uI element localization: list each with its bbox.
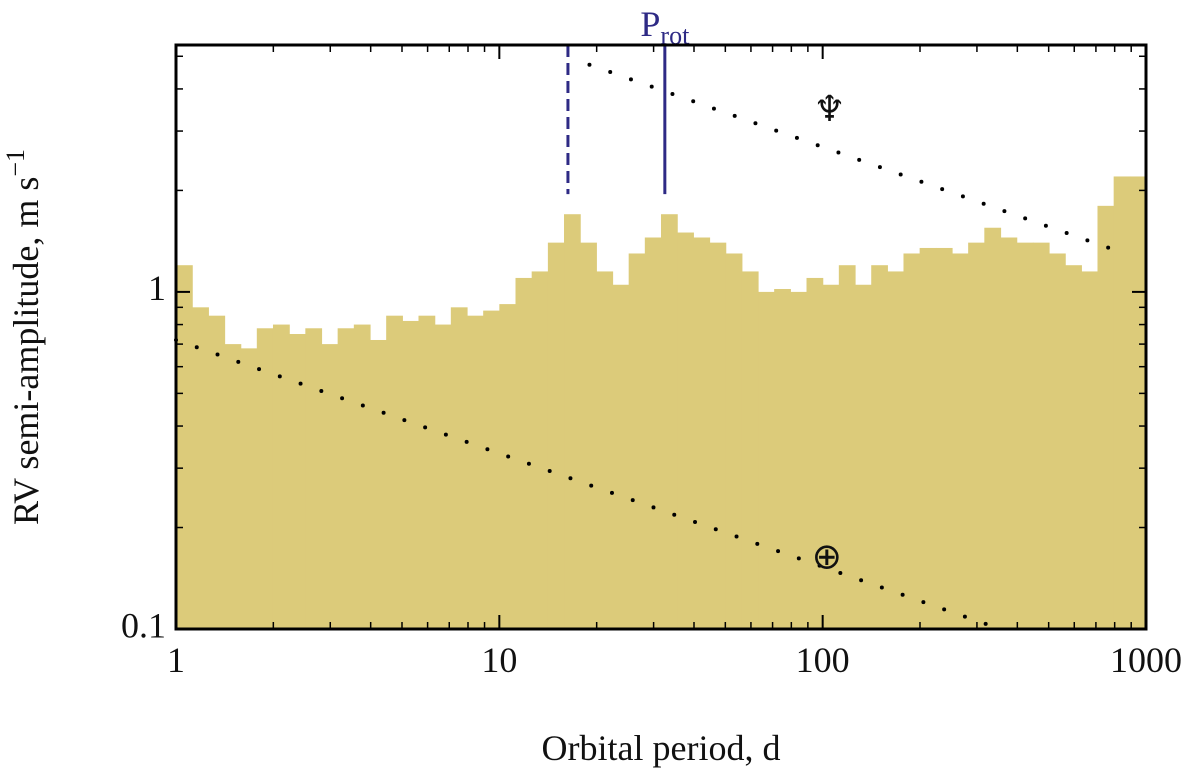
y-axis-label-sup: −1 <box>1 149 30 177</box>
y-axis-label-main: RV semi-amplitude, m s <box>6 177 46 525</box>
bar <box>353 324 371 629</box>
plot-frame <box>174 43 1148 631</box>
x-axis-label: Orbital period, d <box>542 728 781 768</box>
bar <box>531 271 549 629</box>
x-tick-label: 100 <box>796 640 850 680</box>
bar <box>564 214 581 629</box>
bar <box>677 232 694 629</box>
bar <box>515 277 533 629</box>
bar <box>693 237 711 629</box>
planet-symbol: ♆ <box>813 89 845 129</box>
bar <box>644 237 662 629</box>
bar <box>758 291 775 629</box>
bar <box>240 348 258 629</box>
bar <box>434 324 452 629</box>
bar <box>887 271 905 629</box>
bar <box>580 242 597 629</box>
bar <box>386 315 403 629</box>
bar <box>369 339 387 629</box>
bar <box>321 344 339 629</box>
planet-symbol: ⊕ <box>812 536 842 576</box>
bar <box>1097 205 1115 630</box>
bar <box>612 284 630 629</box>
bar <box>466 315 484 629</box>
bar <box>305 328 323 629</box>
bar <box>774 288 791 629</box>
x-tick-label: 10 <box>481 640 517 680</box>
bar <box>806 277 824 629</box>
marker-label-main: P <box>640 4 660 44</box>
bar <box>871 265 888 629</box>
bar <box>968 242 985 629</box>
bar <box>450 307 468 629</box>
bar <box>256 328 274 629</box>
bar <box>952 253 969 630</box>
bar <box>499 304 517 629</box>
bar <box>903 253 921 630</box>
bar <box>1081 271 1099 629</box>
bar <box>176 265 193 629</box>
bar <box>725 253 743 630</box>
bar <box>402 320 420 629</box>
bar <box>838 265 856 629</box>
bar <box>224 344 242 629</box>
bar <box>1049 253 1066 630</box>
y-tick-label: 0.1 <box>121 605 166 645</box>
bar <box>1000 237 1018 629</box>
bar <box>855 284 872 629</box>
bar <box>289 334 306 629</box>
bar <box>418 315 436 629</box>
bar <box>984 227 1002 629</box>
y-tick-label: 1 <box>148 268 166 308</box>
bar <box>822 284 840 629</box>
bar <box>1065 265 1082 629</box>
y-axis-label: RV semi-amplitude, m s−1 <box>1 149 46 525</box>
bar <box>741 271 759 629</box>
bar <box>596 271 614 629</box>
x-tick-label: 1000 <box>1110 640 1182 680</box>
bar <box>919 247 937 629</box>
bar <box>547 242 565 629</box>
bar <box>272 324 290 629</box>
bar <box>790 291 808 629</box>
bar <box>483 310 500 629</box>
bar <box>337 328 355 629</box>
bar <box>192 307 209 629</box>
bar <box>1016 242 1034 629</box>
bar <box>1032 242 1050 629</box>
bar <box>709 242 727 629</box>
bar <box>1113 176 1131 629</box>
bar <box>660 214 678 629</box>
bar <box>628 253 646 630</box>
bar <box>935 247 953 629</box>
x-tick-label: 1 <box>167 640 185 680</box>
marker-label: Prot <box>640 4 690 50</box>
bar <box>1129 176 1147 629</box>
bar <box>208 315 226 629</box>
planet-line <box>174 337 1003 631</box>
